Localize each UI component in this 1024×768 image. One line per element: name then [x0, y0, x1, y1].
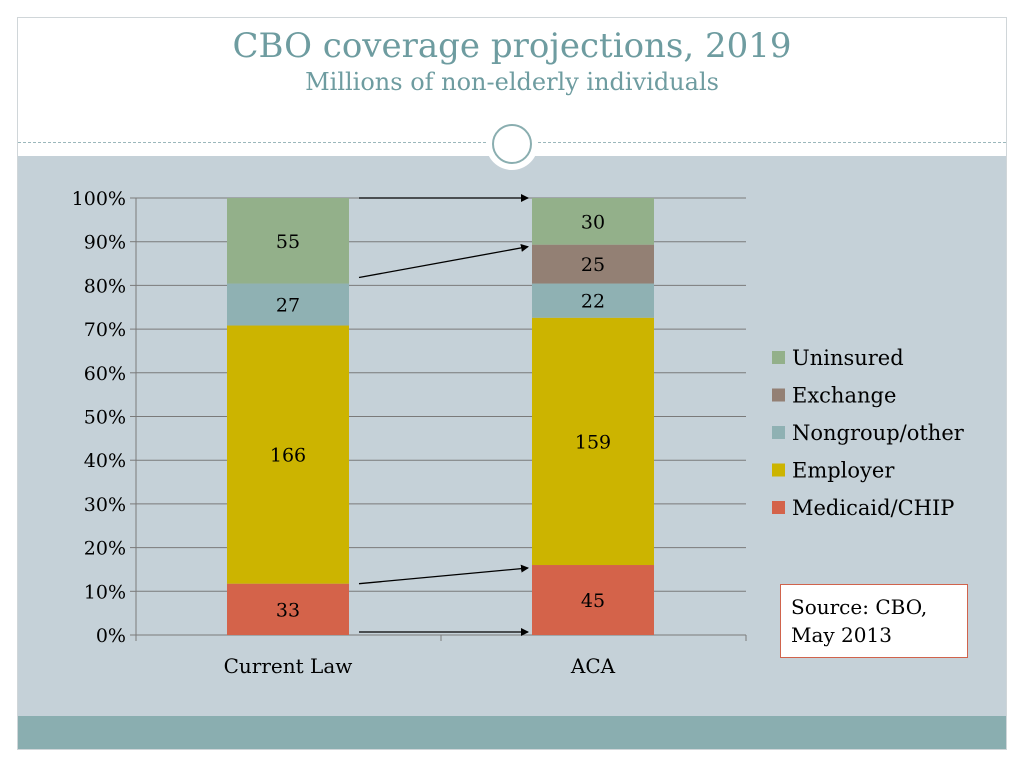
title-area: CBO coverage projections, 2019 Millions …	[18, 18, 1006, 156]
data-label: 22	[581, 291, 605, 313]
legend-swatch-medicaid-chip	[772, 501, 785, 514]
footer-bar	[18, 716, 1006, 749]
legend-swatch-uninsured	[772, 351, 785, 364]
legend-label: Exchange	[792, 384, 896, 408]
circle-ornament-icon	[486, 118, 538, 170]
data-label: 159	[575, 431, 611, 453]
x-category-label: Current Law	[224, 654, 353, 678]
data-label: 33	[276, 599, 300, 621]
chart-title: CBO coverage projections, 2019	[232, 26, 792, 66]
y-tick-label: 80%	[84, 275, 126, 297]
y-tick-label: 40%	[84, 450, 126, 472]
y-tick-label: 10%	[84, 581, 126, 603]
legend-label: Medicaid/CHIP	[792, 496, 954, 520]
bar-segment-employer	[532, 317, 654, 566]
legend-swatch-employer	[772, 463, 785, 477]
y-tick-label: 50%	[84, 407, 126, 429]
source-note: Source: CBO, May 2013	[780, 584, 968, 658]
bar-segment-nongroup-other	[227, 283, 349, 326]
transition-arrow-icon	[358, 243, 529, 279]
x-category-label: ACA	[570, 654, 616, 678]
transition-arrow-icon	[358, 564, 529, 585]
data-label: 55	[276, 231, 300, 253]
bar-segment-nongroup-other	[532, 283, 654, 318]
chart-subtitle: Millions of non-elderly individuals	[305, 68, 719, 96]
y-tick-label: 30%	[84, 494, 126, 516]
y-tick-label: 90%	[84, 232, 126, 254]
data-label: 25	[581, 254, 605, 276]
bar-segment-exchange	[532, 244, 654, 284]
legend-label: Nongroup/other	[792, 421, 965, 445]
bar-segment-medicaid-chip	[532, 565, 654, 635]
stacked-bar-chart: 0% 10% 20% 30% 40% 50% 60% 70% 80% 90% 100% Current…	[72, 188, 965, 678]
slide: CBO coverage projections, 2019 Millions …	[17, 17, 1007, 750]
legend-label: Uninsured	[792, 346, 904, 370]
bar-segment-uninsured	[227, 198, 349, 284]
bar-segment-uninsured	[532, 198, 654, 245]
y-tick-label: 60%	[84, 363, 126, 385]
data-label: 27	[276, 295, 300, 317]
bar-segment-medicaid-chip	[227, 583, 349, 635]
legend-swatch-nongroup-other	[772, 426, 785, 439]
y-tick-label: 0%	[96, 625, 126, 647]
bar-segment-employer	[227, 325, 349, 584]
data-label: 45	[581, 590, 605, 612]
legend-label: Employer	[792, 459, 895, 483]
y-tick-label: 100%	[72, 188, 126, 210]
data-label: 30	[581, 211, 605, 233]
data-label: 166	[270, 445, 306, 467]
y-tick-label: 70%	[84, 319, 126, 341]
y-tick-label: 20%	[84, 538, 126, 560]
legend-swatch-exchange	[772, 388, 785, 402]
